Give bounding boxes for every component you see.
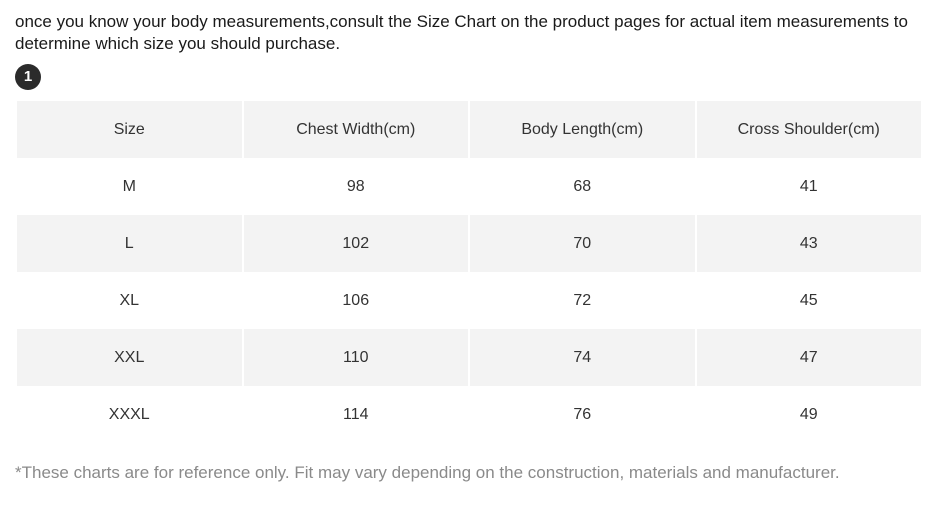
cell-size: XL <box>17 272 242 329</box>
cell-chest-width: 110 <box>243 329 468 386</box>
cell-size: XXL <box>17 329 242 386</box>
table-row: XXXL 114 76 49 <box>17 386 921 443</box>
intro-text: once you know your body measurements,con… <box>15 12 908 53</box>
cell-body-length: 68 <box>470 158 695 215</box>
cell-body-length: 70 <box>470 215 695 272</box>
size-chart-table: Size Chest Width(cm) Body Length(cm) Cro… <box>15 101 923 443</box>
step-number-badge: 1 <box>15 64 41 90</box>
cell-size: XXXL <box>17 386 242 443</box>
cell-cross-shoulder: 41 <box>696 158 921 215</box>
header-chest-width: Chest Width(cm) <box>243 101 468 158</box>
cell-chest-width: 102 <box>243 215 468 272</box>
table-row: XXL 110 74 47 <box>17 329 921 386</box>
cell-chest-width: 106 <box>243 272 468 329</box>
header-body-length: Body Length(cm) <box>470 101 695 158</box>
cell-cross-shoulder: 45 <box>696 272 921 329</box>
cell-chest-width: 114 <box>243 386 468 443</box>
cell-cross-shoulder: 49 <box>696 386 921 443</box>
table-row: L 102 70 43 <box>17 215 921 272</box>
header-cross-shoulder: Cross Shoulder(cm) <box>696 101 921 158</box>
header-size: Size <box>17 101 242 158</box>
cell-body-length: 76 <box>470 386 695 443</box>
cell-body-length: 72 <box>470 272 695 329</box>
table-row: M 98 68 41 <box>17 158 921 215</box>
cell-cross-shoulder: 47 <box>696 329 921 386</box>
reference-footnote: *These charts are for reference only. Fi… <box>15 463 840 482</box>
cell-cross-shoulder: 43 <box>696 215 921 272</box>
cell-body-length: 74 <box>470 329 695 386</box>
cell-size: L <box>17 215 242 272</box>
cell-size: M <box>17 158 242 215</box>
table-row: XL 106 72 45 <box>17 272 921 329</box>
table-header-row: Size Chest Width(cm) Body Length(cm) Cro… <box>17 101 921 158</box>
cell-chest-width: 98 <box>243 158 468 215</box>
